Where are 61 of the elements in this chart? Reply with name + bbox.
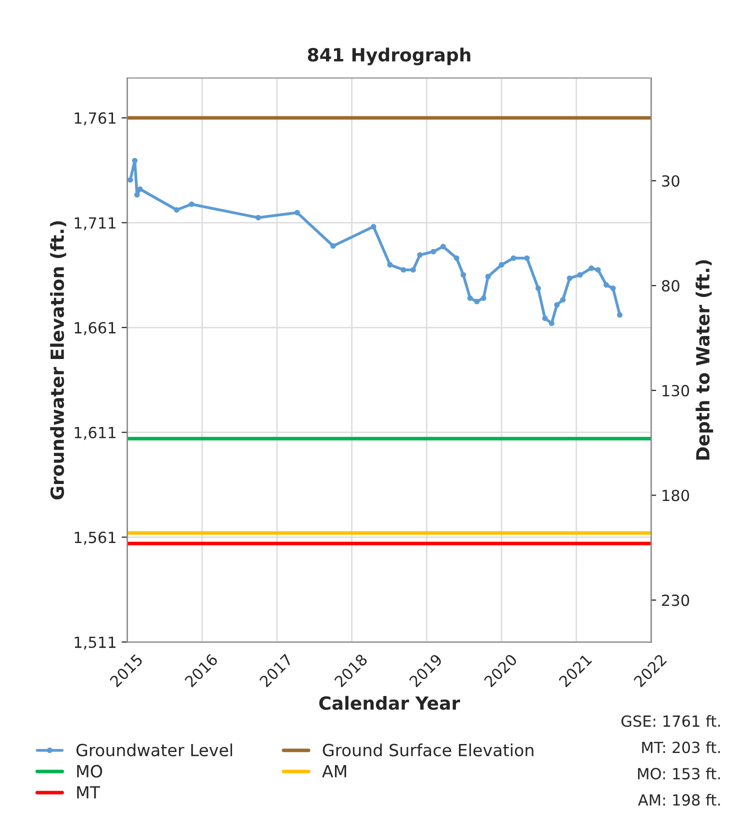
point [474, 298, 480, 304]
y2-tick-label: 230 [662, 594, 690, 606]
point [400, 267, 406, 273]
point [454, 255, 460, 261]
y-tick-label: 1,661 [74, 322, 116, 336]
point [485, 274, 491, 280]
point [134, 192, 140, 198]
legend-label: Ground Surface Elevation [322, 744, 534, 756]
y-tick-label: 1,561 [74, 532, 116, 545]
point [410, 267, 416, 273]
point [566, 275, 572, 282]
point [370, 224, 376, 230]
point [524, 255, 530, 261]
y2-tick-label: 30 [662, 175, 680, 187]
y-tick-label: 1,611 [74, 426, 116, 440]
y-axis-title: Groundwater Elevation (ft.) [50, 221, 66, 500]
point [604, 282, 610, 288]
point [188, 201, 194, 207]
point [174, 207, 180, 213]
y2-tick-label: 80 [662, 280, 680, 292]
point [127, 177, 134, 183]
point [610, 286, 616, 292]
y-tick-label: 1,511 [74, 636, 116, 650]
point [430, 248, 436, 254]
point [554, 302, 560, 308]
point [467, 295, 473, 301]
y-tick-label: 1,761 [74, 112, 116, 126]
point [577, 272, 583, 278]
point [535, 286, 541, 292]
point [417, 252, 423, 258]
legend-label: Groundwater Level [76, 744, 232, 756]
y2-tick-label: 130 [662, 384, 690, 396]
point [560, 297, 566, 303]
text: MO: 153 ft. [638, 768, 720, 780]
y2-axis-title: Depth to Water (ft.) [696, 260, 714, 460]
point [542, 316, 548, 322]
text: MT: 203 ft. [642, 741, 720, 754]
point [595, 267, 601, 273]
y-tick-label: 1,711 [74, 217, 116, 230]
legend-label: AM [322, 765, 346, 778]
point [294, 210, 300, 216]
point [480, 295, 486, 301]
y2-tick-label: 180 [662, 490, 690, 502]
point [460, 272, 466, 278]
point [387, 262, 393, 268]
legend-label: MT [77, 786, 100, 798]
point [588, 265, 594, 271]
point [616, 312, 623, 318]
point [132, 158, 138, 164]
x-axis-title: Calendar Year [319, 696, 460, 710]
point [255, 214, 262, 220]
text: AM: 198 ft. [638, 794, 720, 806]
point [548, 320, 554, 326]
point [137, 186, 143, 192]
point [498, 262, 504, 268]
legend-label: MO [77, 764, 102, 778]
chart-title: 841 Hydrograph [308, 48, 470, 66]
point [440, 244, 446, 250]
text: GSE: 1761 ft. [621, 715, 720, 727]
point [510, 255, 516, 261]
point [330, 243, 336, 249]
